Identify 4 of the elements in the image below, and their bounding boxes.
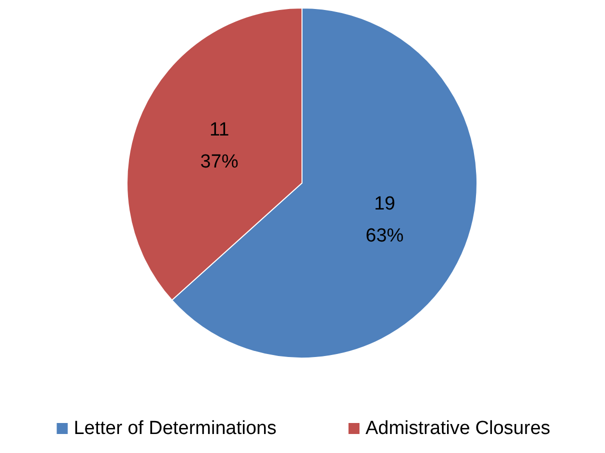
data-label: 11 37% [200, 120, 238, 173]
legend-label: Letter of Determinations [74, 418, 276, 439]
data-label: 19 63% [366, 193, 404, 246]
legend-label: Admistrative Closures [365, 418, 550, 439]
